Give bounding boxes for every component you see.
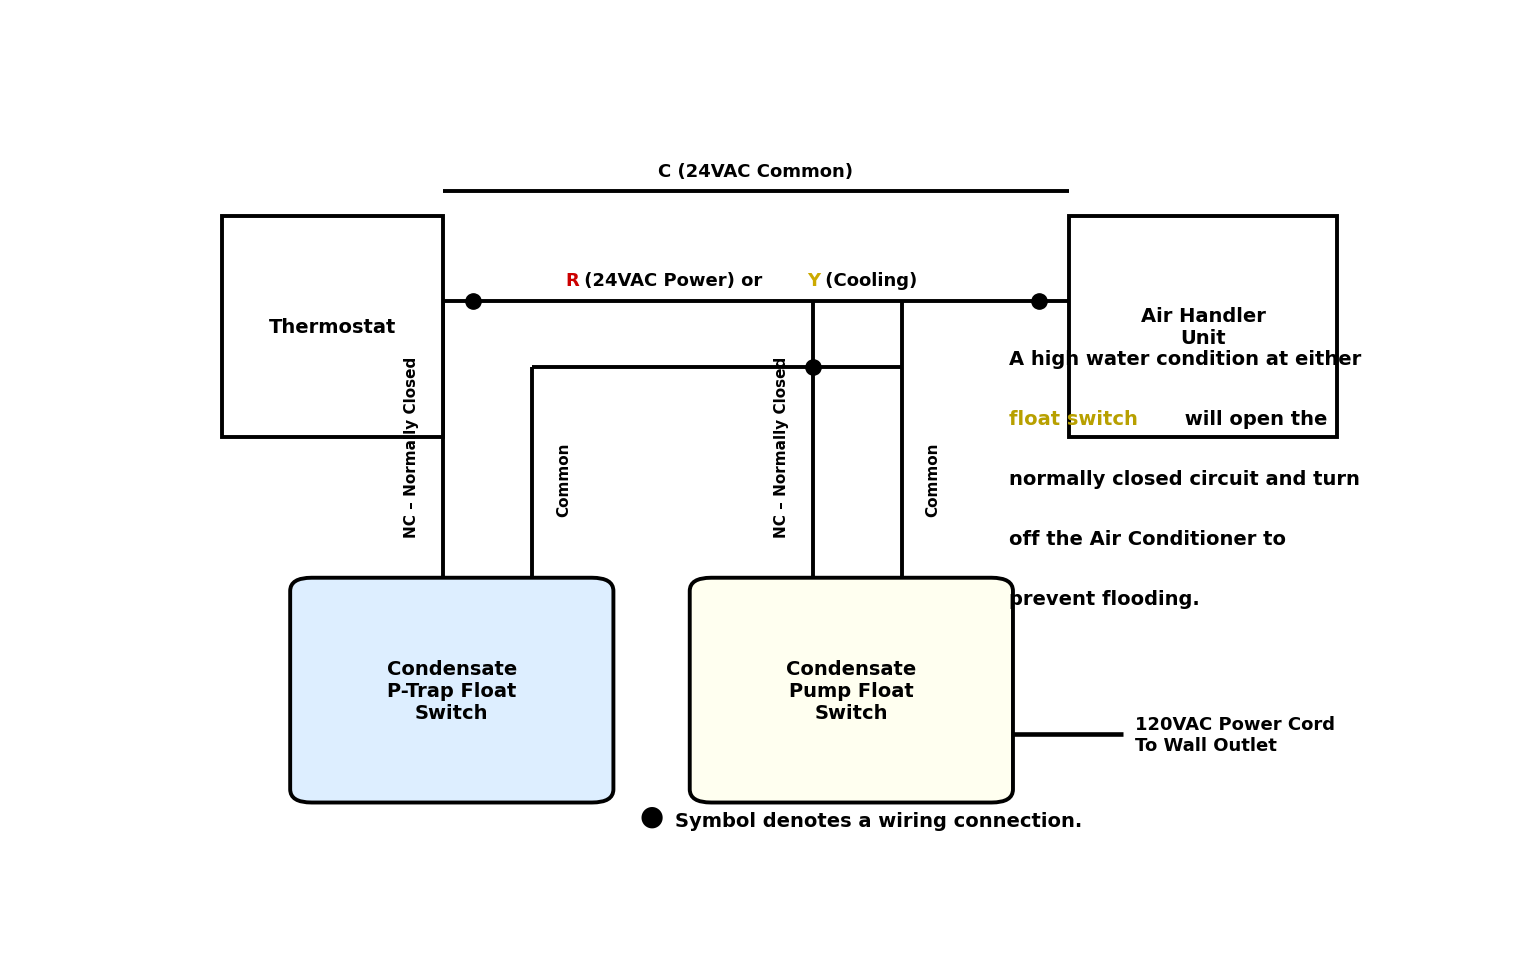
Text: normally closed circuit and turn: normally closed circuit and turn xyxy=(1010,470,1360,489)
Text: C (24VAC Common): C (24VAC Common) xyxy=(659,163,854,181)
Text: (24VAC Power) or: (24VAC Power) or xyxy=(579,272,768,290)
Text: prevent flooding.: prevent flooding. xyxy=(1010,590,1200,609)
Text: Common: Common xyxy=(925,442,940,517)
Text: R: R xyxy=(565,272,579,290)
Text: Symbol denotes a wiring connection.: Symbol denotes a wiring connection. xyxy=(676,811,1082,830)
Text: float switch: float switch xyxy=(1010,410,1139,428)
Text: NC – Normally Closed: NC – Normally Closed xyxy=(774,355,790,537)
Bar xyxy=(1070,217,1337,437)
Text: will open the: will open the xyxy=(1179,410,1328,428)
Text: (Cooling): (Cooling) xyxy=(819,272,917,290)
Text: Air Handler
Unit: Air Handler Unit xyxy=(1140,307,1265,348)
FancyBboxPatch shape xyxy=(291,578,614,802)
Text: Condensate
P-Trap Float
Switch: Condensate P-Trap Float Switch xyxy=(386,659,517,721)
Text: Y: Y xyxy=(806,272,820,290)
Bar xyxy=(222,217,443,437)
Text: A high water condition at either: A high water condition at either xyxy=(1010,349,1362,368)
Text: off the Air Conditioner to: off the Air Conditioner to xyxy=(1010,530,1287,549)
Text: Thermostat: Thermostat xyxy=(269,317,396,336)
Text: 120VAC Power Cord
To Wall Outlet: 120VAC Power Cord To Wall Outlet xyxy=(1134,715,1334,754)
Text: Condensate
Pump Float
Switch: Condensate Pump Float Switch xyxy=(786,659,917,721)
Text: NC – Normally Closed: NC – Normally Closed xyxy=(405,355,419,537)
Text: Common: Common xyxy=(556,442,571,517)
FancyBboxPatch shape xyxy=(689,578,1013,802)
Text: ●: ● xyxy=(639,801,663,830)
